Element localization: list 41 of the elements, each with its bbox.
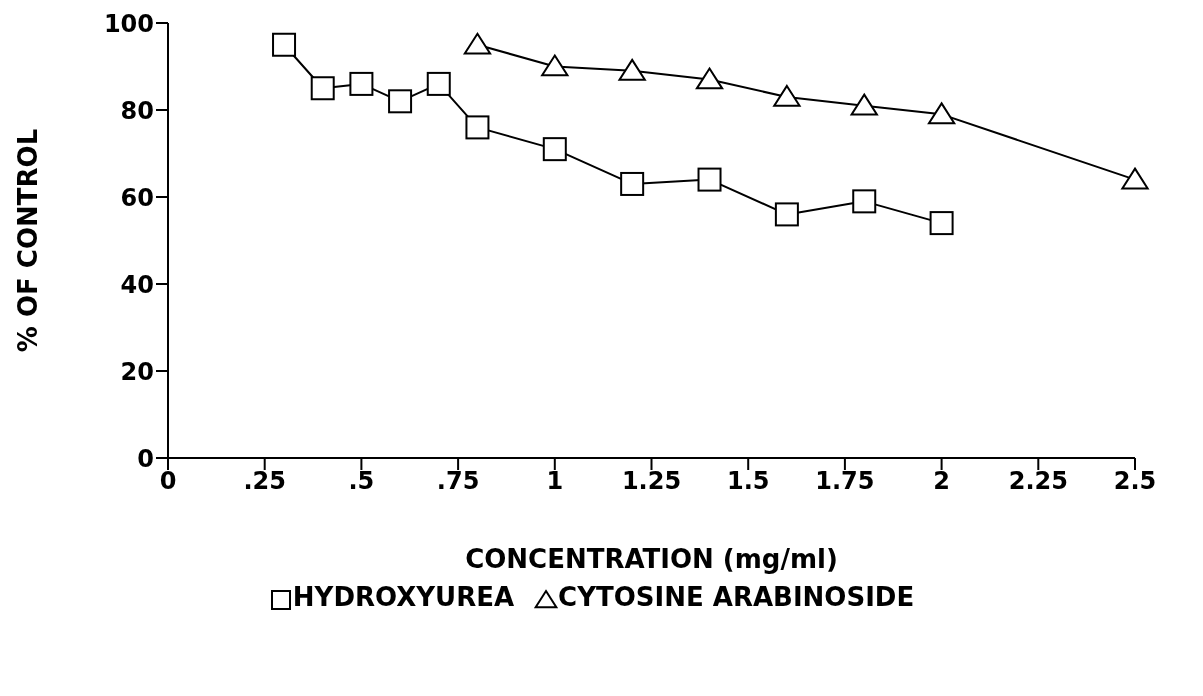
x-tick-label: 2 <box>933 467 950 496</box>
point <box>620 171 645 196</box>
y-tick-label: 40 <box>120 270 154 299</box>
x-tick-label: .75 <box>436 467 480 496</box>
point <box>929 211 954 236</box>
y-tick-label: 80 <box>120 96 154 125</box>
x-tick-label: 1.75 <box>815 467 875 496</box>
point <box>310 76 335 101</box>
point <box>773 84 801 107</box>
point <box>349 71 374 96</box>
x-tick-label: 1.25 <box>621 467 682 496</box>
x-axis-title: CONCENTRATION (mg/ml) <box>465 544 838 574</box>
point <box>850 93 878 116</box>
y-tick-label: 0 <box>137 444 154 473</box>
x-tick-label: 2.5 <box>1113 467 1157 496</box>
point <box>272 32 297 57</box>
point <box>542 137 567 162</box>
point <box>426 71 451 96</box>
point <box>852 189 877 214</box>
point <box>388 89 413 114</box>
x-tick-label: 1.5 <box>726 467 770 496</box>
point <box>541 54 569 77</box>
point <box>774 202 799 227</box>
y-tick-label: 100 <box>103 9 154 38</box>
point <box>618 58 646 81</box>
y-tick-label: 60 <box>120 183 154 212</box>
point <box>695 67 724 90</box>
point <box>1121 167 1149 190</box>
point <box>465 115 490 140</box>
x-tick-label: .5 <box>348 467 375 496</box>
legend-label: CYTOSINE ARABINOSIDE <box>557 582 915 612</box>
point <box>927 102 956 125</box>
point <box>697 167 722 192</box>
x-tick-label: .25 <box>243 467 286 496</box>
y-tick-label: 20 <box>120 357 154 386</box>
point <box>463 32 492 55</box>
x-tick-label: 0 <box>159 467 177 496</box>
x-tick-label: 1 <box>546 467 564 496</box>
x-tick-label: 2.25 <box>1008 467 1068 496</box>
legend-label: HYDROXYUREA <box>291 582 515 612</box>
y-axis-title: % OF CONTROL <box>13 128 44 353</box>
